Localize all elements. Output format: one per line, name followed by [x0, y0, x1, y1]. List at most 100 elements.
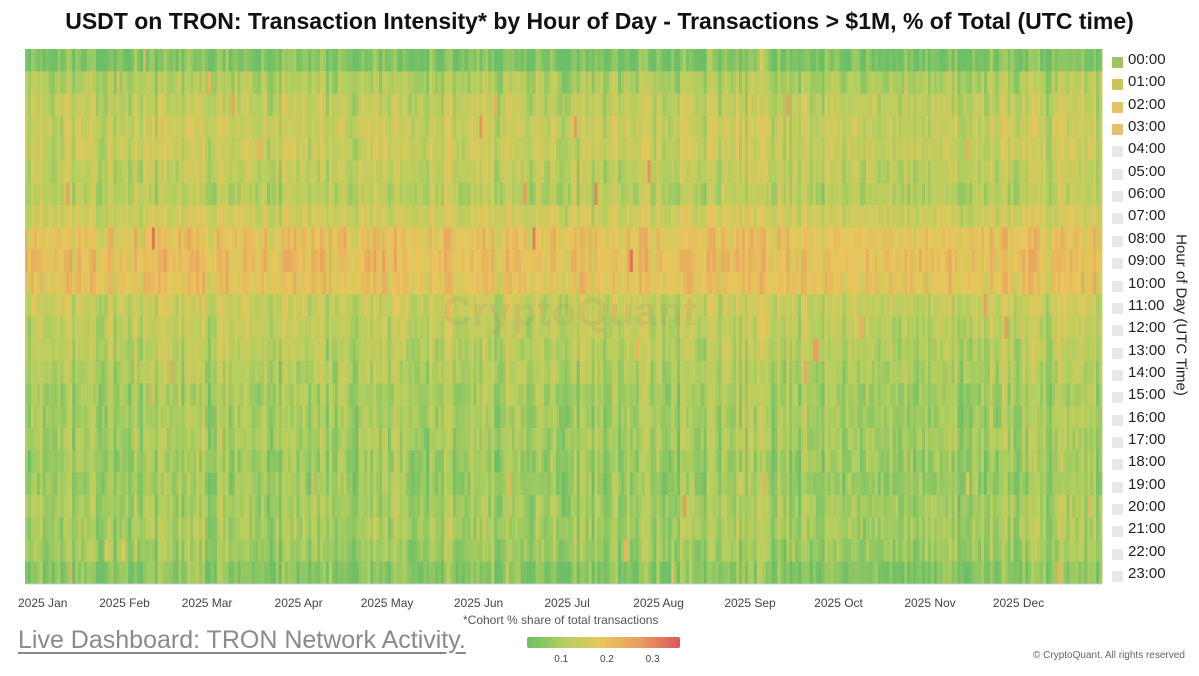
heatmap-cell — [508, 227, 513, 251]
heatmap-cell — [210, 115, 215, 139]
heatmap-cell — [390, 160, 395, 184]
heatmap-cell — [550, 383, 554, 407]
heatmap-cell — [281, 71, 286, 94]
heatmap-cell — [172, 361, 176, 384]
heatmap-cell — [187, 115, 191, 139]
heatmap-cell — [564, 71, 569, 94]
heatmap-cell — [145, 138, 150, 161]
heatmap-cell — [352, 494, 356, 518]
heatmap-cell — [514, 294, 519, 317]
heatmap-cell — [98, 316, 103, 340]
heatmap-cell — [402, 494, 407, 518]
heatmap-cell — [476, 517, 480, 540]
heatmap-cell — [249, 494, 253, 518]
heatmap-cell — [166, 71, 170, 94]
heatmap-cell — [311, 405, 315, 429]
heatmap-cell — [526, 294, 530, 317]
heatmap-cell — [308, 383, 312, 407]
heatmap-cell — [503, 517, 507, 540]
heatmap-cell — [452, 271, 457, 295]
heatmap-cell — [517, 427, 522, 451]
heatmap-cell — [287, 115, 291, 139]
heatmap-cell — [25, 271, 29, 295]
heatmap-cell — [455, 138, 460, 161]
heatmap-cell — [576, 115, 581, 139]
heatmap-cell — [553, 93, 557, 117]
heatmap-cell — [308, 316, 312, 340]
heatmap-cell — [621, 316, 625, 340]
heatmap-cell — [588, 115, 592, 139]
heatmap-cell — [603, 494, 607, 518]
heatmap-cell — [438, 338, 442, 362]
heatmap-cell — [553, 450, 557, 473]
heatmap-cell — [293, 494, 297, 518]
heatmap-cell — [98, 182, 103, 206]
heatmap-cell — [175, 138, 179, 161]
heatmap-cell — [618, 383, 622, 407]
heatmap-cell — [86, 472, 91, 496]
heatmap-cell — [196, 361, 200, 384]
heatmap-cell — [51, 93, 55, 117]
heatmap-cell — [367, 227, 371, 251]
heatmap-cell — [45, 182, 49, 206]
heatmap-cell — [550, 561, 554, 585]
heatmap-cell — [382, 182, 386, 206]
heatmap-cell — [632, 294, 637, 317]
heatmap-cell — [107, 227, 111, 251]
heatmap-cell — [334, 517, 339, 540]
heatmap-cell — [635, 294, 640, 317]
heatmap-cell — [63, 249, 67, 273]
heatmap-cell — [564, 539, 569, 563]
heatmap-cell — [384, 205, 389, 228]
heatmap-cell — [290, 361, 294, 384]
heatmap-cell — [45, 539, 49, 563]
heatmap-cell — [570, 271, 575, 295]
heatmap-cell — [402, 338, 407, 362]
heatmap-cell — [302, 561, 306, 585]
heatmap-cell — [411, 205, 415, 228]
heatmap-cell — [314, 249, 318, 273]
heatmap-cell — [393, 427, 398, 451]
heatmap-cell — [517, 383, 522, 407]
heatmap-cell — [609, 227, 613, 251]
heatmap-cell — [355, 205, 359, 228]
heatmap-cell — [529, 427, 533, 451]
heatmap-cell — [325, 539, 330, 563]
heatmap-cell — [134, 316, 138, 340]
heatmap-cell — [379, 517, 383, 540]
heatmap-cell — [89, 138, 94, 161]
heatmap-cell — [210, 138, 215, 161]
heatmap-cell — [417, 294, 421, 317]
heatmap-cell — [299, 472, 303, 496]
heatmap-cell — [420, 182, 424, 206]
heatmap-cell — [27, 361, 32, 384]
heatmap-cell — [488, 227, 492, 251]
heatmap-cell — [455, 271, 460, 295]
heatmap-cell — [51, 115, 55, 139]
heatmap-cell — [491, 271, 495, 295]
heatmap-cell — [396, 182, 401, 206]
heatmap-cell — [196, 227, 200, 251]
heatmap-cell — [600, 361, 604, 384]
heatmap-cell — [169, 361, 173, 384]
heatmap-cell — [219, 160, 224, 184]
heatmap-cell — [364, 517, 368, 540]
heatmap-cell — [597, 316, 601, 340]
heatmap-cell — [505, 539, 510, 563]
heatmap-cell — [376, 49, 380, 72]
heatmap-cell — [107, 249, 111, 273]
heatmap-cell — [476, 539, 480, 563]
heatmap-cell — [42, 405, 47, 429]
heatmap-cell — [92, 338, 97, 362]
heatmap-cell — [148, 294, 153, 317]
heatmap-cell — [426, 93, 430, 117]
heatmap-cell — [629, 361, 634, 384]
heatmap-cell — [193, 115, 197, 139]
heatmap-cell — [196, 93, 200, 117]
heatmap-cell — [246, 182, 250, 206]
heatmap-cell — [517, 49, 522, 72]
heatmap-cell — [638, 115, 643, 139]
heatmap-cell — [588, 472, 592, 496]
heatmap-cell — [178, 383, 182, 407]
heatmap-cell — [467, 115, 471, 139]
